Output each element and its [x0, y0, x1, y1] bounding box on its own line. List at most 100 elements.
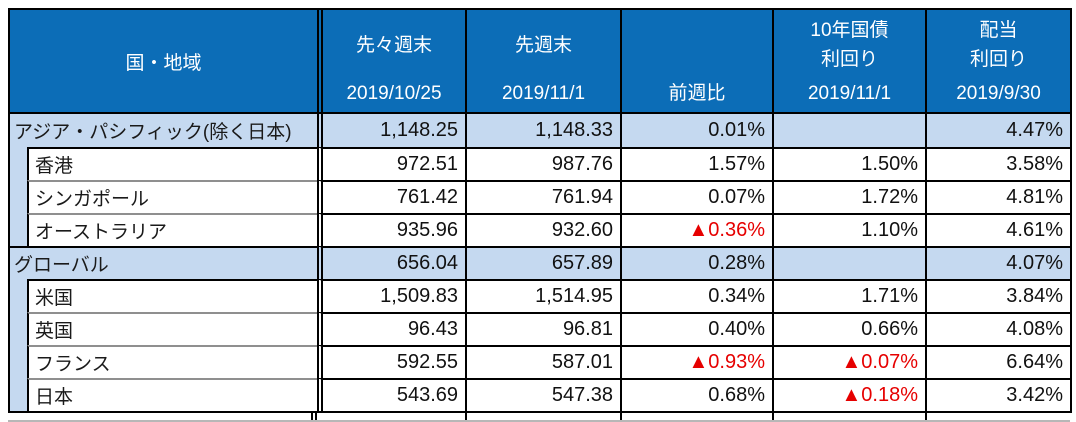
- table-row: オーストラリア 935.96 932.60 ▲0.36% 1.10% 4.61%: [10, 213, 1070, 246]
- indent-strip: [10, 147, 27, 180]
- table-row: シンガポール 761.42 761.94 0.07% 1.72% 4.81%: [10, 180, 1070, 213]
- table-row: フランス 592.55 587.01 ▲0.93% ▲0.07% 6.64%: [10, 345, 1070, 378]
- cell-week-before-last: 96.43: [317, 312, 465, 345]
- cell-dividend-yield: 4.08%: [925, 312, 1070, 345]
- index-table: 国・地域 先々週末 2019/10/25 先週末 2019/11/1 前週比 1…: [8, 8, 1072, 413]
- region-label: シンガポール: [35, 189, 150, 210]
- region-cell: グローバル: [10, 246, 317, 279]
- cutoff-bottom-line: [8, 420, 1070, 422]
- region-label: 香港: [35, 156, 74, 177]
- cell-bond-yield: ▲0.07%: [772, 345, 925, 378]
- indent-strip: [10, 180, 27, 213]
- region-label: オーストラリア: [35, 222, 168, 243]
- cell-bond-yield: 1.10%: [772, 213, 925, 246]
- region-label: 米国: [35, 288, 74, 309]
- region-label: グローバル: [14, 255, 109, 276]
- cell-week-before-last: 972.51: [317, 147, 465, 180]
- region-cell: フランス: [27, 345, 317, 378]
- indent-strip: [10, 279, 27, 312]
- cell-bond-yield: 1.72%: [772, 180, 925, 213]
- header-dividend-yield-label1: 配当: [979, 20, 1018, 41]
- cell-week-before-last: 761.42: [317, 180, 465, 213]
- cell-wow-change: 0.28%: [620, 246, 772, 279]
- table-row: グローバル 656.04 657.89 0.28% 4.07%: [10, 246, 1070, 279]
- gridline-stub: [311, 413, 317, 421]
- header-bond-yield: 10年国債 利回り 2019/11/1: [772, 10, 925, 112]
- cell-bond-yield: 1.50%: [772, 147, 925, 180]
- indent-strip: [10, 345, 27, 378]
- header-bond-yield-label1: 10年国債: [810, 20, 889, 41]
- table-header: 国・地域 先々週末 2019/10/25 先週末 2019/11/1 前週比 1…: [10, 10, 1070, 114]
- cell-wow-change: 0.40%: [620, 312, 772, 345]
- cell-week-before-last: 592.55: [317, 345, 465, 378]
- cell-bond-yield: 0.66%: [772, 312, 925, 345]
- cell-dividend-yield: 4.07%: [925, 246, 1070, 279]
- header-wow-change-label: 前週比: [668, 83, 726, 104]
- cell-dividend-yield: 3.42%: [925, 378, 1070, 411]
- region-cell: 香港: [27, 147, 317, 180]
- cell-wow-change: 1.57%: [620, 147, 772, 180]
- cell-week-before-last: 543.69: [317, 378, 465, 411]
- header-region-label: 国・地域: [125, 52, 202, 74]
- gridline-stub: [465, 413, 467, 421]
- cell-wow-change: 0.68%: [620, 378, 772, 411]
- indent-strip: [10, 312, 27, 345]
- cell-last-week: 1,148.33: [465, 114, 620, 147]
- cell-dividend-yield: 6.64%: [925, 345, 1070, 378]
- region-label: 英国: [35, 321, 74, 342]
- cell-last-week: 657.89: [465, 246, 620, 279]
- table-row: 米国 1,509.83 1,514.95 0.34% 1.71% 3.84%: [10, 279, 1070, 312]
- header-last-week: 先週末 2019/11/1: [465, 10, 620, 112]
- header-bond-yield-label2: 利回り: [820, 49, 878, 70]
- header-dividend-yield: 配当 利回り 2019/9/30: [925, 10, 1070, 112]
- region-label: フランス: [35, 354, 111, 375]
- cell-week-before-last: 1,148.25: [317, 114, 465, 147]
- cell-last-week: 1,514.95: [465, 279, 620, 312]
- cell-dividend-yield: 3.58%: [925, 147, 1070, 180]
- header-week-before-last: 先々週末 2019/10/25: [317, 10, 465, 112]
- header-region: 国・地域: [10, 10, 317, 112]
- cell-last-week: 587.01: [465, 345, 620, 378]
- cell-wow-change: 0.34%: [620, 279, 772, 312]
- header-bond-yield-date: 2019/11/1: [807, 83, 892, 104]
- header-week-before-last-label: 先々週末: [355, 34, 432, 56]
- region-label: 日本: [35, 387, 74, 408]
- cell-last-week: 96.81: [465, 312, 620, 345]
- gridline-stub: [772, 413, 774, 421]
- header-wow-change: 前週比: [620, 10, 772, 112]
- header-last-week-label: 先週末: [514, 34, 572, 56]
- region-label: アジア・パシフィック(除く日本): [14, 122, 292, 143]
- cell-wow-change: ▲0.36%: [620, 213, 772, 246]
- cell-bond-yield: [772, 114, 925, 147]
- gridline-stub: [620, 413, 622, 421]
- indent-strip: [10, 213, 27, 246]
- header-week-before-last-date: 2019/10/25: [346, 83, 442, 104]
- cell-dividend-yield: 3.84%: [925, 279, 1070, 312]
- region-cell: 日本: [27, 378, 317, 411]
- cell-wow-change: 0.01%: [620, 114, 772, 147]
- table-row: 日本 543.69 547.38 0.68% ▲0.18% 3.42%: [10, 378, 1070, 411]
- region-cell: シンガポール: [27, 180, 317, 213]
- cell-week-before-last: 935.96: [317, 213, 465, 246]
- cell-wow-change: 0.07%: [620, 180, 772, 213]
- cell-wow-change: ▲0.93%: [620, 345, 772, 378]
- table-row: 香港 972.51 987.76 1.57% 1.50% 3.58%: [10, 147, 1070, 180]
- cell-dividend-yield: 4.47%: [925, 114, 1070, 147]
- region-cell: アジア・パシフィック(除く日本): [10, 114, 317, 147]
- cell-bond-yield: ▲0.18%: [772, 378, 925, 411]
- gridline-stub: [925, 413, 927, 421]
- cell-dividend-yield: 4.61%: [925, 213, 1070, 246]
- cell-week-before-last: 656.04: [317, 246, 465, 279]
- table-row: アジア・パシフィック(除く日本) 1,148.25 1,148.33 0.01%…: [10, 114, 1070, 147]
- region-cell: オーストラリア: [27, 213, 317, 246]
- cell-last-week: 761.94: [465, 180, 620, 213]
- header-dividend-yield-label2: 利回り: [969, 49, 1027, 70]
- table-row: 英国 96.43 96.81 0.40% 0.66% 4.08%: [10, 312, 1070, 345]
- header-dividend-yield-date: 2019/9/30: [956, 83, 1041, 104]
- cell-bond-yield: 1.71%: [772, 279, 925, 312]
- region-cell: 英国: [27, 312, 317, 345]
- indent-strip: [10, 378, 27, 411]
- cell-last-week: 987.76: [465, 147, 620, 180]
- cutoff-gridlines: [10, 413, 1070, 421]
- header-last-week-date: 2019/11/1: [501, 83, 586, 104]
